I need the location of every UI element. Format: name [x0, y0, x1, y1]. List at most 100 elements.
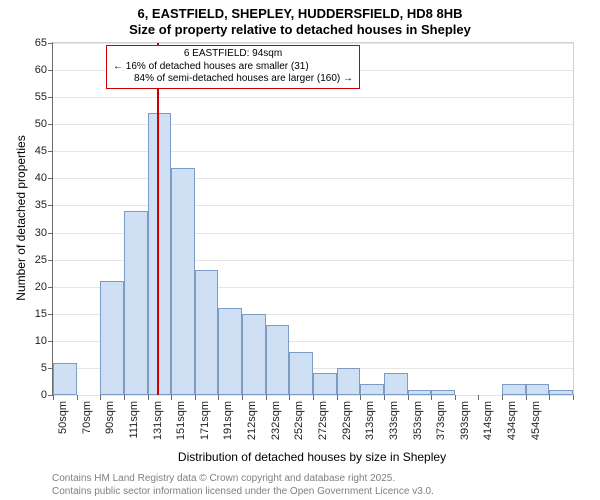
gridline-h — [53, 97, 573, 98]
y-tick — [48, 341, 53, 342]
histogram-bar — [502, 384, 526, 395]
histogram-bar — [313, 373, 337, 395]
footnote: Contains HM Land Registry data © Crown c… — [52, 472, 434, 498]
gridline-h — [53, 124, 573, 125]
x-tick — [195, 395, 196, 400]
gridline-h — [53, 205, 573, 206]
x-tick-label: 454sqm — [530, 401, 542, 440]
annotation-line3: 84% of semi-detached houses are larger (… — [113, 73, 353, 86]
x-tick-label: 191sqm — [222, 401, 234, 440]
footnote-line1: Contains HM Land Registry data © Crown c… — [52, 472, 434, 485]
annotation-line2: ← 16% of detached houses are smaller (31… — [113, 61, 353, 74]
x-tick-label: 272sqm — [317, 401, 329, 440]
x-tick — [384, 395, 385, 400]
x-tick-label: 131sqm — [152, 401, 164, 440]
histogram-bar — [431, 390, 455, 395]
histogram-bar — [171, 168, 195, 395]
y-tick — [48, 314, 53, 315]
y-tick — [48, 287, 53, 288]
x-tick — [242, 395, 243, 400]
x-tick-label: 313sqm — [364, 401, 376, 440]
x-tick — [408, 395, 409, 400]
x-tick — [266, 395, 267, 400]
x-tick-label: 50sqm — [57, 401, 69, 434]
x-axis-label: Distribution of detached houses by size … — [52, 450, 572, 464]
histogram-bar — [53, 363, 77, 395]
y-tick — [48, 43, 53, 44]
x-tick — [573, 395, 574, 400]
x-tick — [171, 395, 172, 400]
histogram-bar — [195, 270, 219, 395]
chart-title-line1: 6, EASTFIELD, SHEPLEY, HUDDERSFIELD, HD8… — [0, 6, 600, 21]
histogram-bar — [337, 368, 361, 395]
y-tick-label: 0 — [41, 389, 47, 401]
histogram-plot-area: 0510152025303540455055606550sqm70sqm90sq… — [52, 42, 574, 396]
y-tick — [48, 97, 53, 98]
y-tick-label: 35 — [35, 199, 47, 211]
x-tick-label: 232sqm — [270, 401, 282, 440]
histogram-bar — [384, 373, 408, 395]
reference-line — [157, 43, 159, 395]
histogram-bar — [100, 281, 124, 395]
x-tick — [53, 395, 54, 400]
x-tick — [360, 395, 361, 400]
y-tick — [48, 70, 53, 71]
y-tick-label: 15 — [35, 308, 47, 320]
x-tick-label: 212sqm — [246, 401, 258, 440]
x-tick-label: 333sqm — [388, 401, 400, 440]
y-tick — [48, 124, 53, 125]
footnote-line2: Contains public sector information licen… — [52, 485, 434, 498]
histogram-bar — [242, 314, 266, 395]
x-tick-label: 171sqm — [199, 401, 211, 440]
x-tick — [337, 395, 338, 400]
histogram-bar — [124, 211, 148, 395]
x-tick-label: 70sqm — [81, 401, 93, 434]
histogram-bar — [408, 390, 432, 395]
y-tick — [48, 205, 53, 206]
histogram-bar — [526, 384, 550, 395]
x-tick — [77, 395, 78, 400]
y-tick-label: 40 — [35, 172, 47, 184]
histogram-bar — [289, 352, 313, 395]
x-tick-label: 111sqm — [128, 401, 140, 439]
x-tick-label: 414sqm — [482, 401, 494, 440]
histogram-bar — [549, 390, 573, 395]
x-tick — [124, 395, 125, 400]
y-tick — [48, 151, 53, 152]
x-tick — [218, 395, 219, 400]
x-tick — [431, 395, 432, 400]
x-tick — [526, 395, 527, 400]
gridline-h — [53, 151, 573, 152]
x-tick-label: 353sqm — [412, 401, 424, 440]
x-tick-label: 151sqm — [175, 401, 187, 440]
y-tick — [48, 233, 53, 234]
y-tick-label: 5 — [41, 362, 47, 374]
histogram-bar — [266, 325, 290, 395]
gridline-h — [53, 43, 573, 44]
x-tick-label: 90sqm — [104, 401, 116, 434]
y-tick-label: 30 — [35, 227, 47, 239]
x-tick — [455, 395, 456, 400]
y-axis-label: Number of detached properties — [14, 135, 28, 300]
gridline-h — [53, 178, 573, 179]
x-tick — [478, 395, 479, 400]
x-tick — [549, 395, 550, 400]
annotation-box: 6 EASTFIELD: 94sqm← 16% of detached hous… — [106, 45, 360, 89]
x-tick-label: 393sqm — [459, 401, 471, 440]
y-tick-label: 45 — [35, 145, 47, 157]
x-tick — [313, 395, 314, 400]
y-tick-label: 55 — [35, 91, 47, 103]
x-tick — [148, 395, 149, 400]
y-tick-label: 10 — [35, 335, 47, 347]
y-tick-label: 60 — [35, 64, 47, 76]
y-tick-label: 20 — [35, 281, 47, 293]
x-tick — [289, 395, 290, 400]
x-tick-label: 292sqm — [341, 401, 353, 440]
chart-title-line2: Size of property relative to detached ho… — [0, 22, 600, 37]
y-tick — [48, 260, 53, 261]
y-tick-label: 50 — [35, 118, 47, 130]
y-tick-label: 25 — [35, 254, 47, 266]
y-tick-label: 65 — [35, 37, 47, 49]
annotation-line1: 6 EASTFIELD: 94sqm — [113, 48, 353, 61]
y-tick — [48, 178, 53, 179]
